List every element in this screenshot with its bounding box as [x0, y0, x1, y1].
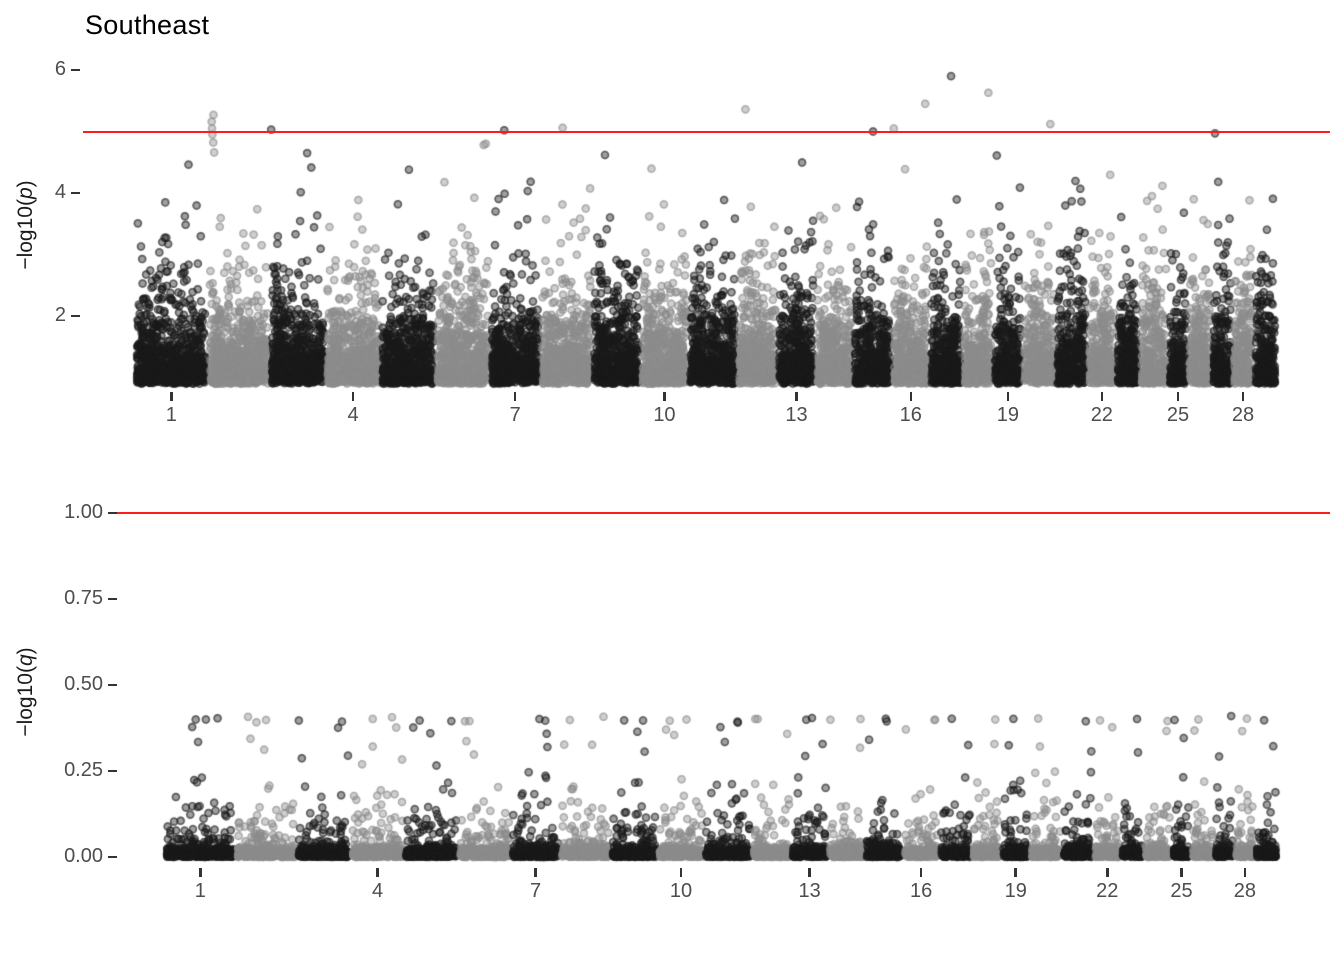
x-tick-label: 13: [785, 404, 808, 426]
y-tick-mark: [108, 683, 117, 687]
y-tick-label: 0.00: [64, 845, 103, 867]
x-tick-mark: [1106, 868, 1109, 877]
x-tick-label: 10: [669, 880, 693, 902]
x-tick-label: 16: [899, 404, 922, 426]
y-tick-label: 0.50: [64, 673, 103, 695]
x-tick-mark: [919, 868, 923, 877]
x-tick-mark: [513, 392, 517, 401]
y-tick-label: 0.25: [64, 759, 103, 781]
x-tick-mark: [351, 392, 355, 401]
y-tick-label: 2: [54, 304, 66, 326]
x-tick-label: 22: [1090, 404, 1113, 426]
x-tick-label: 7: [509, 404, 521, 426]
y-tick-mark: [71, 191, 80, 195]
x-tick-mark: [1006, 392, 1010, 401]
x-tick-mark: [808, 868, 811, 877]
x-tick-label: 4: [372, 880, 384, 902]
x-tick-mark: [170, 392, 173, 401]
x-tick-label: 28: [1231, 404, 1255, 426]
y-tick-label: 4: [54, 181, 66, 203]
x-tick-label: 25: [1166, 404, 1190, 426]
y-axis-label-p-prefix: −log10(: [14, 199, 37, 270]
x-tick-label: 4: [347, 404, 359, 426]
x-tick-mark: [1241, 392, 1245, 401]
x-tick-label: 19: [1004, 880, 1027, 902]
x-tick-label: 1: [194, 880, 206, 902]
x-tick-label: 22: [1096, 880, 1119, 902]
x-tick-mark: [1100, 392, 1104, 401]
x-tick-mark: [1014, 868, 1017, 877]
y-tick-mark: [108, 855, 117, 859]
y-tick-label: 1.00: [64, 501, 103, 523]
x-tick-mark: [1180, 868, 1183, 877]
x-tick-mark: [376, 868, 379, 877]
x-tick-mark: [534, 868, 537, 877]
x-tick-mark: [909, 392, 913, 401]
x-tick-mark: [1176, 392, 1180, 401]
y-axis-label-q-suffix: ): [14, 647, 37, 655]
y-tick-mark: [71, 68, 80, 72]
y-tick-mark: [108, 769, 117, 773]
y-axis-label-p: −log10(p): [11, 75, 41, 375]
y-tick-mark: [108, 597, 117, 601]
x-tick-label: 19: [996, 404, 1020, 426]
x-tick-mark: [679, 868, 683, 877]
x-tick-label: 25: [1170, 880, 1193, 902]
x-tick-label: 28: [1233, 880, 1256, 902]
x-tick-label: 16: [909, 880, 933, 902]
y-tick-label: 0.75: [64, 587, 103, 609]
y-tick-mark: [71, 314, 80, 318]
y-tick-label: 6: [54, 58, 66, 80]
significance-threshold-line-p: [83, 130, 1330, 133]
x-tick-mark: [1243, 868, 1247, 877]
x-tick-label: 7: [529, 880, 542, 902]
figure-title: Southeast: [85, 10, 210, 40]
x-tick-mark: [199, 868, 202, 877]
x-tick-mark: [795, 392, 798, 401]
x-tick-label: 10: [653, 404, 676, 426]
y-axis-label-q-var: q: [14, 654, 37, 667]
x-tick-mark: [663, 392, 666, 401]
y-tick-mark: [108, 511, 117, 515]
x-tick-label: 13: [798, 880, 821, 902]
x-tick-label: 1: [165, 404, 177, 426]
significance-threshold-line-q: [116, 512, 1330, 514]
